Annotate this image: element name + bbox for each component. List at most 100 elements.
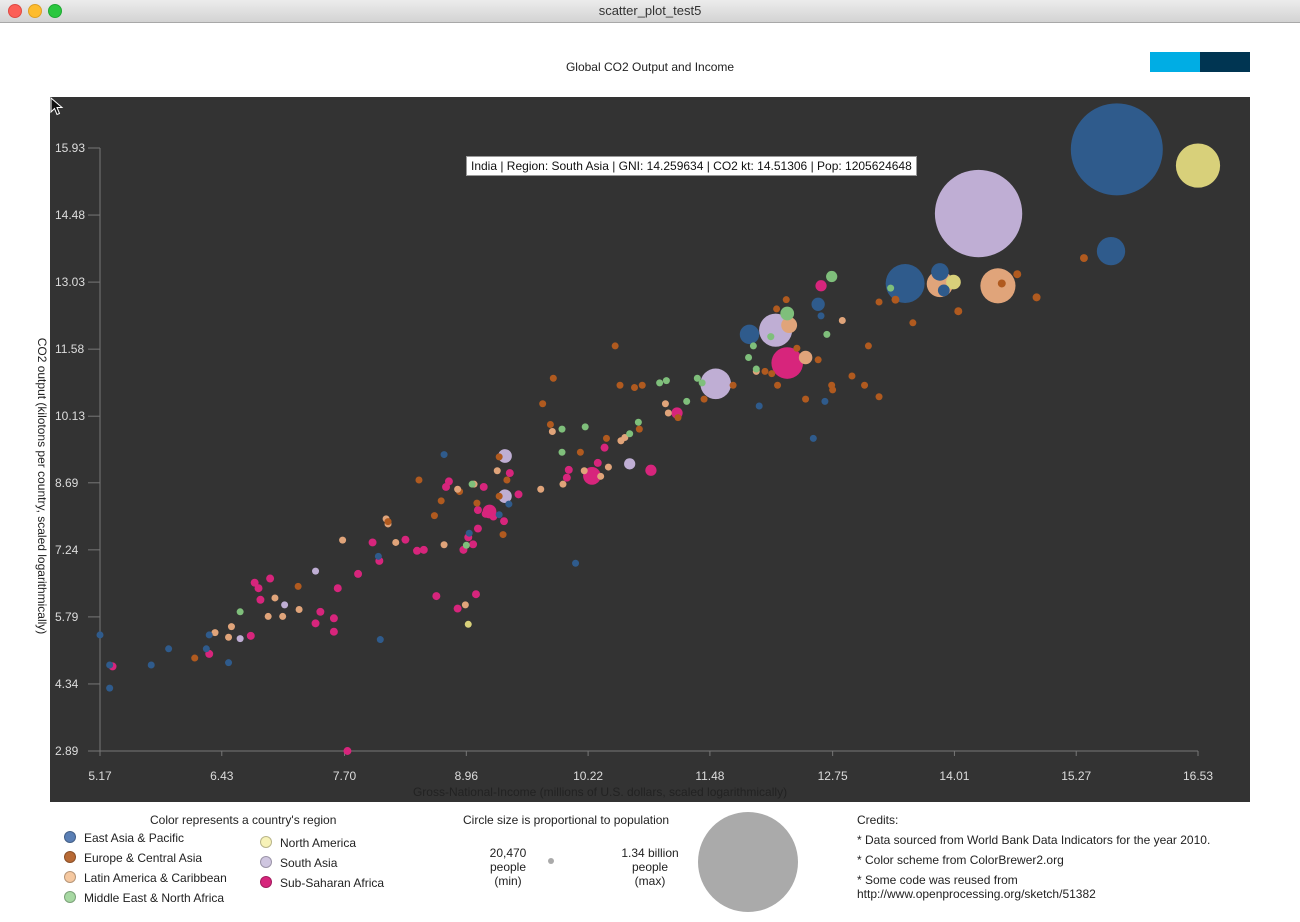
data-point: [946, 274, 961, 290]
legend-item: Middle East & North Africa: [64, 890, 224, 906]
data-point: [798, 350, 813, 365]
legend-item: Latin America & Caribbean: [64, 870, 227, 886]
y-tick-label: 10.13: [55, 409, 85, 423]
data-point: [368, 538, 377, 547]
data-point: [493, 467, 501, 475]
credit-link[interactable]: http://www.openprocessing.org/sketch/513…: [857, 887, 1096, 901]
data-point: [549, 374, 557, 382]
data-point: [875, 393, 883, 401]
data-point: [662, 377, 670, 385]
data-point: [664, 409, 672, 417]
data-point: [909, 319, 917, 327]
credit-line: * Color scheme from ColorBrewer2.org: [857, 853, 1064, 867]
data-point: [611, 342, 619, 350]
window-title-bar: scatter_plot_test5: [0, 0, 1300, 23]
data-point: [581, 423, 589, 431]
data-point: [191, 654, 199, 662]
data-point: [600, 443, 609, 452]
data-point: [495, 453, 503, 461]
data-point: [211, 629, 219, 637]
size-legend-min-tag: (min): [494, 874, 522, 888]
data-point: [505, 469, 514, 478]
data-point: [495, 492, 503, 500]
x-tick-label: 7.70: [333, 769, 357, 783]
x-tick-label: 8.96: [455, 769, 479, 783]
credit-line: * Data sourced from World Bank Data Indi…: [857, 833, 1211, 847]
legend-swatch: [64, 851, 76, 863]
data-point: [771, 347, 804, 379]
legend-swatch: [64, 831, 76, 843]
toggle-button-right[interactable]: [1200, 52, 1250, 72]
legend-label: Middle East & North Africa: [84, 891, 225, 905]
data-point: [576, 448, 584, 456]
data-point: [473, 506, 482, 515]
size-legend-min-value: 20,470: [489, 846, 527, 860]
minimize-window-button[interactable]: [28, 4, 42, 18]
close-window-button[interactable]: [8, 4, 22, 18]
size-legend-max-tag: (max): [634, 874, 666, 888]
data-point: [384, 518, 392, 526]
data-point: [473, 499, 481, 507]
y-tick-label: 8.69: [55, 476, 79, 490]
legend-swatch: [64, 871, 76, 883]
data-point: [815, 280, 827, 292]
data-point: [626, 430, 634, 438]
data-point: [481, 509, 490, 518]
legend-swatch: [260, 856, 272, 868]
zoom-window-button[interactable]: [48, 4, 62, 18]
hover-tooltip: India | Region: South Asia | GNI: 14.259…: [466, 156, 917, 176]
data-point: [464, 620, 472, 628]
data-point: [562, 473, 571, 482]
data-point: [316, 607, 325, 616]
data-point: [782, 296, 790, 304]
data-point: [572, 559, 580, 567]
data-point: [311, 619, 320, 628]
x-tick-label: 12.75: [818, 769, 848, 783]
legend-item: South Asia: [260, 855, 337, 871]
data-point: [271, 594, 279, 602]
data-point: [401, 535, 410, 544]
data-point: [479, 482, 488, 491]
data-point: [462, 541, 470, 549]
data-point: [537, 485, 545, 493]
data-point: [817, 312, 825, 320]
data-point: [954, 307, 963, 316]
toggle-button-left[interactable]: [1150, 52, 1200, 72]
data-point: [793, 344, 801, 352]
size-legend-max-label: 1.34 billion people (max): [610, 846, 690, 888]
legend-item: Europe & Central Asia: [64, 850, 202, 866]
data-point: [147, 661, 155, 669]
size-legend-max-value: 1.34 billion: [621, 846, 679, 860]
data-point: [661, 400, 669, 408]
data-point: [997, 279, 1006, 288]
data-point: [621, 433, 629, 441]
data-point: [752, 365, 760, 373]
data-point: [246, 631, 255, 640]
y-tick-label: 2.89: [55, 744, 79, 758]
data-point: [693, 374, 701, 382]
y-axis-label: CO2 output (kilotons per country, scaled…: [35, 337, 49, 635]
data-point: [236, 608, 244, 616]
data-point: [468, 480, 476, 488]
data-point: [505, 500, 513, 508]
size-legend-min-label: 20,470 people (min): [478, 846, 538, 888]
data-point: [700, 368, 731, 400]
data-point: [453, 604, 462, 613]
data-point: [539, 400, 547, 408]
data-point: [631, 384, 639, 392]
data-point: [745, 353, 753, 361]
data-point: [202, 645, 210, 653]
data-point: [683, 397, 691, 405]
legend-label: Latin America & Caribbean: [84, 871, 227, 885]
data-point: [339, 536, 347, 544]
legend-label: East Asia & Pacific: [84, 831, 185, 845]
mouse-pointer-icon: [50, 97, 64, 116]
data-point: [264, 612, 272, 620]
legend-label: Sub-Saharan Africa: [280, 876, 385, 890]
data-point: [1079, 254, 1088, 263]
data-point: [514, 490, 523, 499]
data-point: [781, 317, 798, 334]
data-point: [440, 451, 448, 459]
data-point: [864, 342, 872, 350]
data-point: [802, 395, 810, 403]
